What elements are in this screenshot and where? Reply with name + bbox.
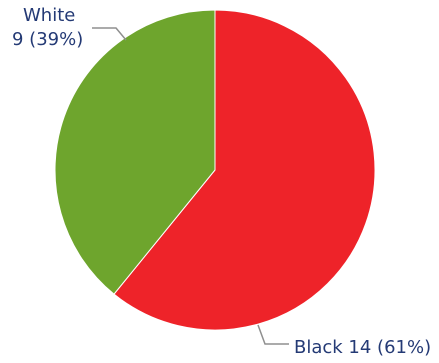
black-leader-line	[257, 324, 289, 345]
black-slice	[113, 9, 376, 331]
black-slice-label: Black 14 (61%)	[294, 337, 431, 358]
pie-slices-layer	[54, 9, 376, 331]
white-slice-label-line-1: White	[23, 5, 75, 26]
white-leader-line	[92, 27, 127, 41]
white-slice	[54, 9, 216, 295]
white-slice-label-line-2: 9 (39%)	[12, 29, 83, 50]
